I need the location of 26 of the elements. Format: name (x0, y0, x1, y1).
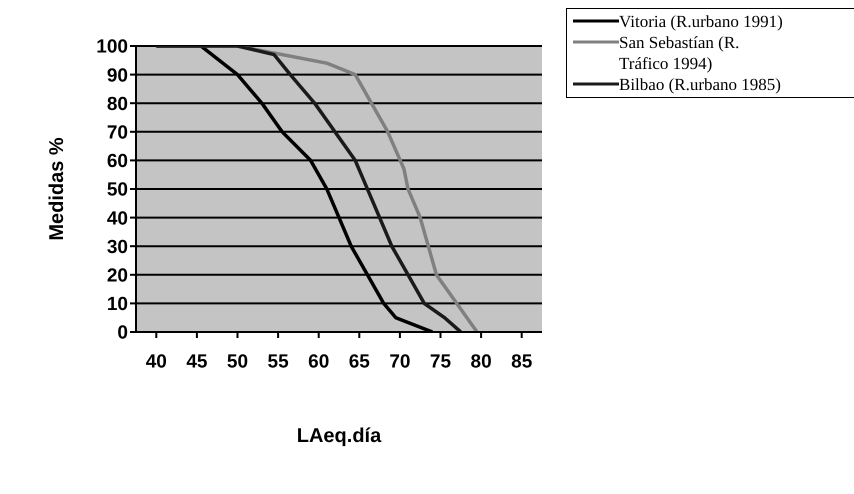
x-tick-label: 75 (430, 351, 452, 372)
y-tick-label: 20 (106, 266, 128, 287)
y-tick-label: 50 (106, 180, 128, 201)
y-tick-label: 100 (96, 36, 128, 58)
legend-label: Bilbao (R.urbano 1985) (619, 74, 781, 95)
y-tick-label: 40 (106, 208, 128, 230)
y-tick-label: 70 (106, 122, 128, 144)
x-tick-label: 60 (308, 351, 330, 372)
x-tick-label: 50 (226, 351, 248, 372)
x-tick-label: 65 (348, 351, 370, 372)
x-axis-title: LAeq.día (296, 425, 382, 447)
y-tick-label: 10 (106, 294, 128, 316)
y-tick-label: 0 (117, 322, 128, 344)
x-tick-label: 55 (268, 351, 290, 372)
y-tick-label: 80 (106, 94, 128, 115)
x-tick-label: 40 (146, 351, 167, 372)
legend-label: Vitoria (R.urbano 1991) (619, 11, 783, 32)
x-tick-label: 45 (186, 351, 208, 372)
y-tick-label: 30 (106, 236, 128, 258)
x-tick-label: 80 (470, 351, 492, 372)
legend-label: San Sebastían (R. Tráfico 1994) (619, 32, 740, 74)
x-tick-label: 85 (511, 351, 533, 372)
y-axis-title: Medidas % (46, 137, 68, 241)
y-tick-label: 90 (106, 65, 128, 86)
x-tick-label: 70 (389, 351, 410, 372)
y-tick-label: 60 (106, 151, 128, 172)
